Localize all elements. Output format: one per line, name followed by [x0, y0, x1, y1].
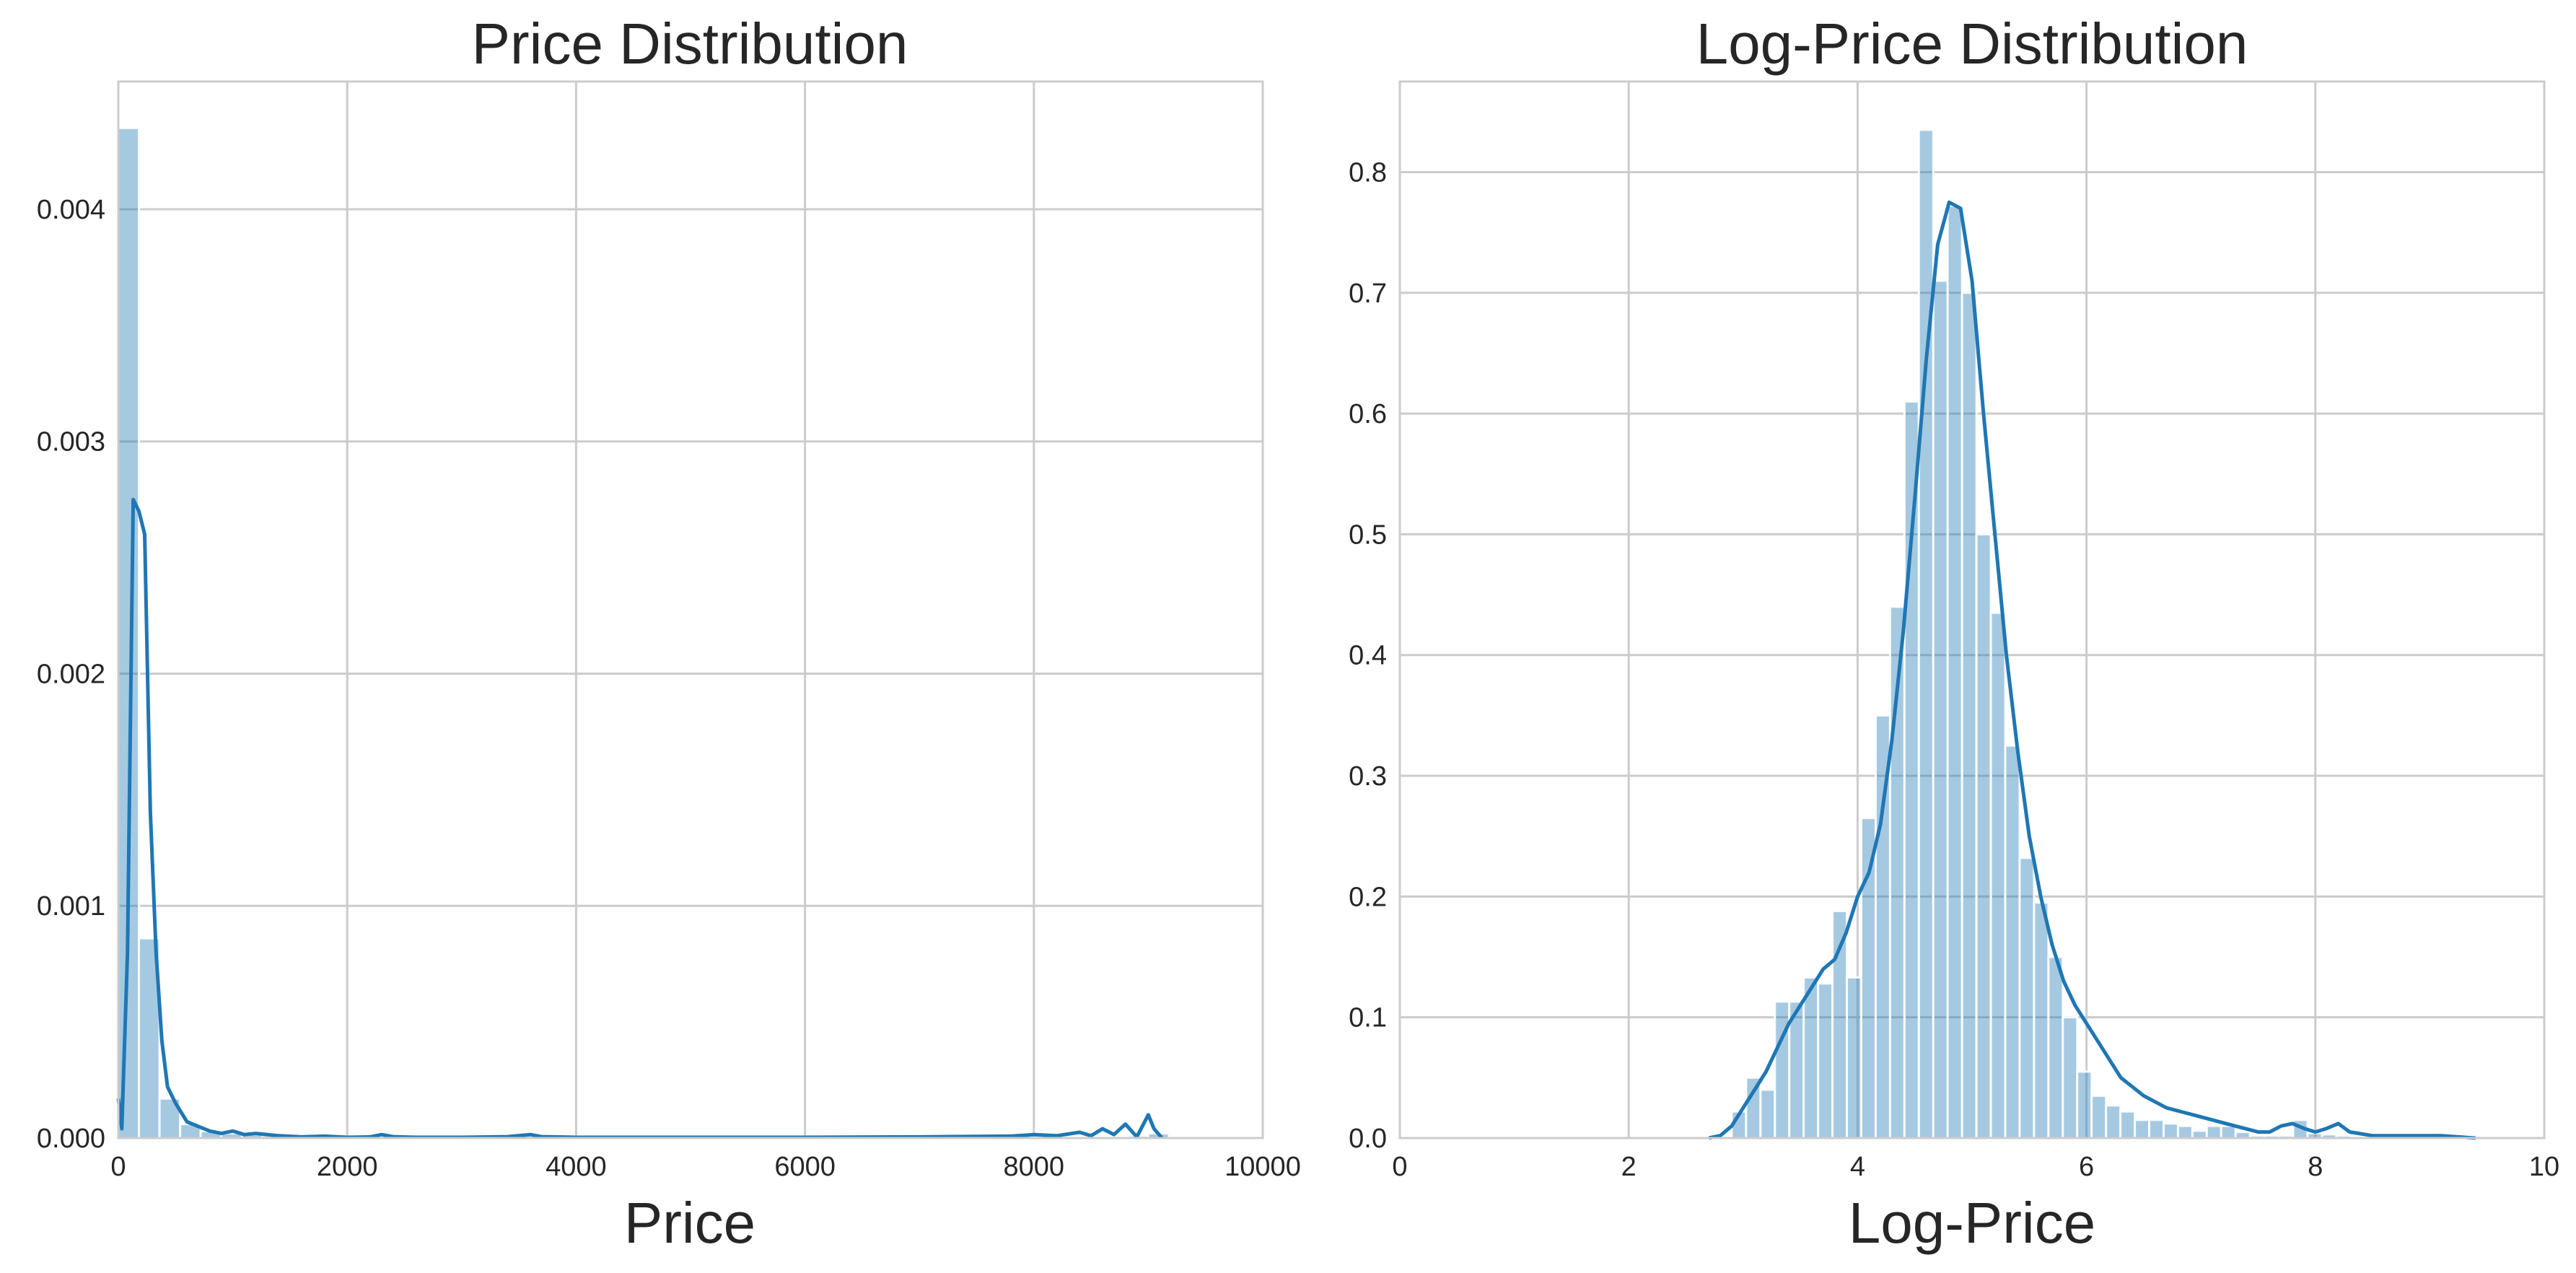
y-tick-labels: 0.0 0.1 0.2 0.3 0.4 0.5 0.6 0.7 0.8	[1349, 157, 1387, 1154]
histogram-bar	[1975, 533, 1992, 1139]
kde-curve-group	[116, 497, 1164, 1139]
histogram-bar	[1917, 128, 1935, 1139]
x-tick-label: 2	[1621, 1152, 1637, 1182]
y-tick-label: 0.1	[1349, 1003, 1387, 1033]
y-tick-label: 0.6	[1349, 399, 1387, 429]
x-axis-label: Price	[624, 1191, 755, 1255]
y-tick-label: 0.0	[1349, 1124, 1387, 1154]
y-tick-label: 0.002	[37, 659, 105, 689]
histogram-bar	[117, 126, 141, 1139]
histogram-bar	[2090, 1094, 2108, 1139]
y-tick-label: 0.5	[1349, 520, 1387, 550]
price-distribution-chart: Price Distribution Price 0 2000 4000 6000 80…	[37, 12, 1301, 1255]
x-tick-label: 6	[2079, 1152, 2094, 1182]
x-tick-label: 0	[110, 1152, 126, 1182]
x-tick-label: 8	[2308, 1152, 2323, 1182]
histogram-bar	[2162, 1122, 2179, 1139]
histogram-bar	[2134, 1119, 2151, 1139]
x-axis-label: Log-Price	[1849, 1191, 2095, 1255]
histogram-bar	[2176, 1124, 2194, 1139]
x-tick-label: 0	[1392, 1152, 1407, 1182]
histogram-bar	[2105, 1104, 2122, 1139]
histogram-bar	[158, 1097, 182, 1139]
histogram-bar	[2018, 857, 2036, 1139]
chart-title: Log-Price Distribution	[1696, 12, 2248, 76]
y-tick-label: 0.4	[1349, 641, 1387, 671]
axes-frame	[117, 80, 1264, 1139]
plot-border	[1398, 80, 2546, 1139]
y-tick-label: 0.001	[37, 891, 105, 922]
histogram-bar	[1903, 400, 1920, 1139]
plot-border	[117, 80, 1264, 1139]
histogram-bar	[1846, 976, 1863, 1139]
axes-frame	[1398, 80, 2546, 1139]
histogram-bar	[2004, 744, 2021, 1139]
histogram-bar	[2191, 1129, 2208, 1139]
x-tick-label: 8000	[1004, 1152, 1065, 1182]
x-tick-label: 4	[1850, 1152, 1865, 1182]
x-tick-label: 10	[2529, 1152, 2559, 1182]
y-tick-label: 0.000	[37, 1124, 105, 1154]
x-tick-label: 10000	[1225, 1152, 1301, 1182]
y-tick-label: 0.8	[1349, 157, 1387, 188]
histogram-bar	[2076, 1070, 2093, 1139]
histogram-bar	[2148, 1119, 2165, 1139]
histogram-bar	[2047, 955, 2064, 1139]
histogram-bar	[1961, 292, 1978, 1139]
histogram-bar	[2205, 1124, 2222, 1139]
histogram-bar	[2119, 1110, 2137, 1139]
histogram-bar	[1802, 976, 1820, 1139]
y-tick-label: 0.003	[37, 427, 105, 458]
gridlines	[1398, 82, 2546, 1139]
y-tick-labels: 0.000 0.001 0.002 0.003 0.004	[37, 195, 105, 1154]
histogram-bar	[1759, 1088, 1777, 1139]
histogram-bar	[2033, 901, 2050, 1139]
kde-curve-group	[1708, 200, 2476, 1140]
y-tick-label: 0.2	[1349, 882, 1387, 912]
y-tick-label: 0.3	[1349, 761, 1387, 792]
histogram-bar	[1989, 611, 2007, 1139]
x-tick-label: 4000	[546, 1152, 607, 1182]
x-tick-label: 6000	[774, 1152, 836, 1182]
x-tick-labels: 0 2000 4000 6000 8000 10000	[110, 1152, 1300, 1182]
chart-title: Price Distribution	[472, 12, 908, 76]
histogram-bar	[2062, 1016, 2079, 1139]
histogram-bar	[1932, 279, 1949, 1139]
x-tick-labels: 0 2 4 6 8 10	[1392, 1152, 2559, 1182]
histogram-bar	[2220, 1124, 2237, 1139]
histogram-bar	[1860, 817, 1877, 1139]
histogram-bar	[1817, 982, 1834, 1139]
histogram-bar	[1774, 1000, 1791, 1139]
kde-line	[1708, 200, 2476, 1140]
histogram-bar	[1946, 204, 1963, 1139]
log-price-distribution-chart: Log-Price Distribution Log-Price 0 2 4 6 8 10…	[1349, 12, 2559, 1255]
x-tick-label: 2000	[317, 1152, 378, 1182]
kde-line	[116, 497, 1164, 1139]
y-tick-label: 0.004	[37, 195, 105, 225]
y-tick-label: 0.7	[1349, 279, 1387, 309]
